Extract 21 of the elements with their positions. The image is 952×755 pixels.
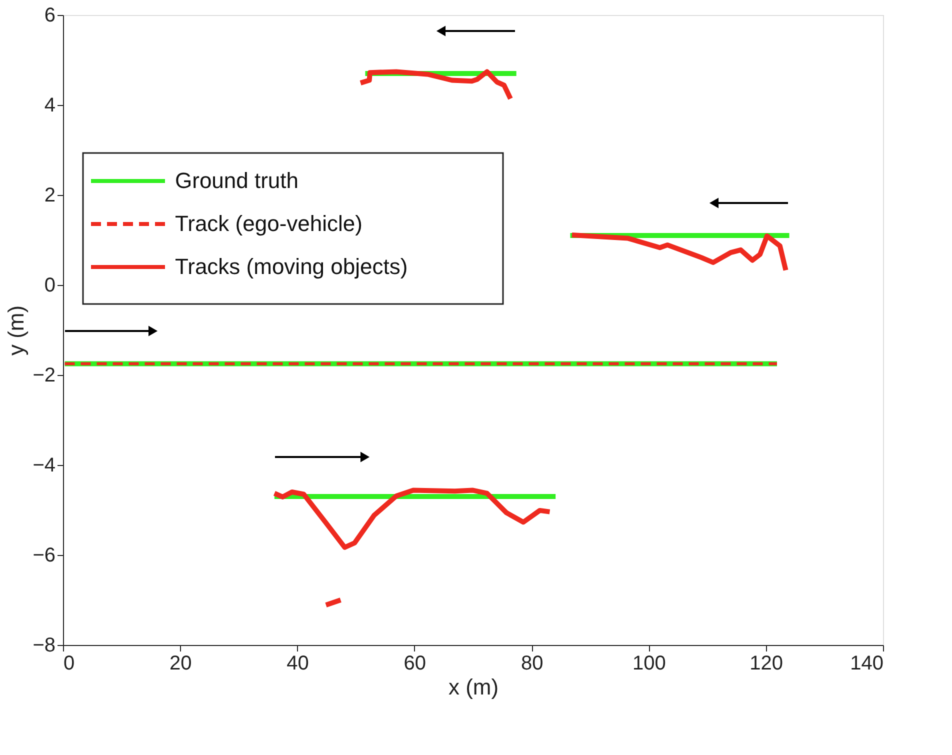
x-tick-label: 140 <box>850 652 884 674</box>
y-tick-label: −2 <box>32 364 56 386</box>
legend-label: Tracks (moving objects) <box>175 254 408 279</box>
y-tick-label: −6 <box>32 544 56 566</box>
y-tick-label: −8 <box>32 634 56 656</box>
x-tick-label: 100 <box>632 652 666 674</box>
x-tick-label: 40 <box>286 652 309 674</box>
legend-label: Ground truth <box>175 168 299 193</box>
x-tick-label: 20 <box>170 652 192 674</box>
y-tick-label: −4 <box>32 454 56 476</box>
x-tick-label: 0 <box>64 652 75 674</box>
y-tick-label: 6 <box>44 4 56 26</box>
legend-label: Track (ego-vehicle) <box>175 211 362 236</box>
y-tick-label: 2 <box>44 184 56 206</box>
x-tick-label: 60 <box>404 652 426 674</box>
y-tick-label: 4 <box>44 94 56 116</box>
x-tick-label: 120 <box>750 652 784 674</box>
x-axis-title: x (m) <box>448 674 499 700</box>
x-tick-label: 80 <box>520 652 544 674</box>
y-axis-title: y (m) <box>4 305 29 356</box>
y-tick-label: 0 <box>44 274 56 296</box>
